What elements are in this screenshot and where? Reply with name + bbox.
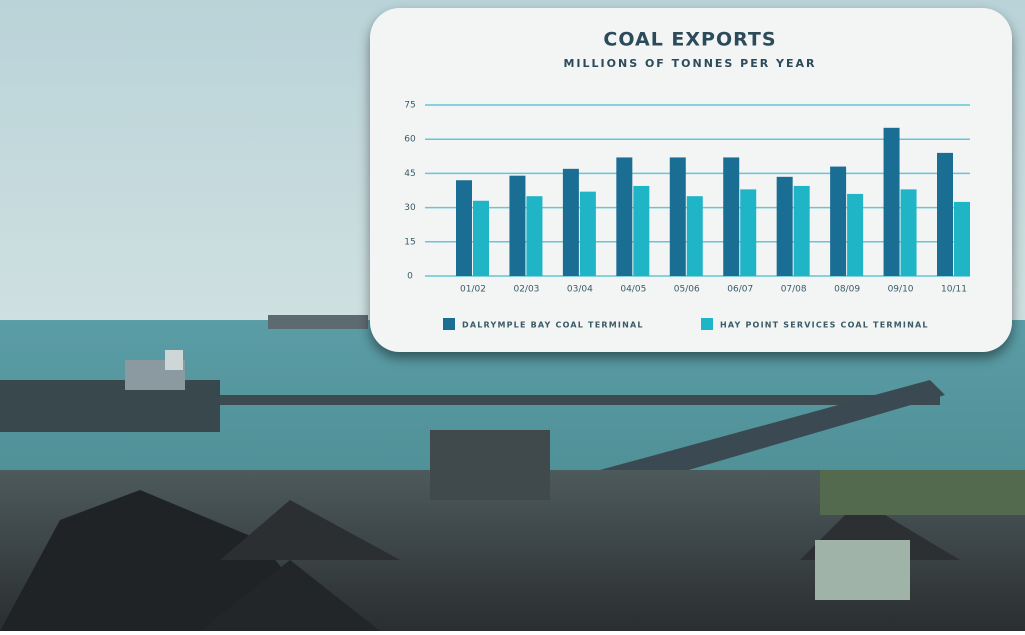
bar — [847, 193, 864, 276]
x-tick-label: 09/10 — [888, 285, 914, 295]
bar — [633, 185, 650, 276]
bar — [526, 196, 543, 276]
bar — [473, 200, 489, 276]
bar — [579, 191, 596, 276]
chart-title: COAL EXPORTS — [603, 29, 776, 51]
x-tick-label: 05/06 — [674, 285, 700, 295]
x-tick-label: 03/04 — [567, 285, 593, 295]
legend-swatch — [701, 318, 713, 330]
y-tick-label: 45 — [404, 169, 415, 179]
chart-subtitle: MILLIONS OF TONNES PER YEAR — [563, 57, 816, 70]
y-tick-label: 60 — [404, 135, 416, 145]
bar — [883, 127, 900, 276]
bar — [669, 157, 686, 276]
x-tick-label: 01/02 — [460, 285, 486, 295]
bar — [616, 157, 633, 276]
bar — [509, 175, 526, 276]
bar — [740, 189, 757, 276]
legend-swatch — [443, 318, 455, 330]
bar — [830, 166, 847, 276]
bar — [686, 196, 703, 276]
bar — [954, 201, 970, 276]
x-tick-label: 10/11 — [941, 285, 967, 295]
bar — [723, 157, 740, 276]
legend-label: DALRYMPLE BAY COAL TERMINAL — [462, 321, 644, 330]
bar — [937, 152, 953, 276]
x-tick-label: 04/05 — [620, 285, 646, 295]
bar — [793, 185, 810, 276]
x-tick-label: 07/08 — [781, 285, 807, 295]
y-tick-label: 75 — [404, 101, 415, 111]
y-tick-label: 15 — [404, 237, 415, 247]
x-tick-label: 02/03 — [513, 285, 539, 295]
y-tick-label: 0 — [407, 272, 413, 282]
x-tick-label: 08/09 — [834, 285, 860, 295]
x-tick-label: 06/07 — [727, 285, 753, 295]
y-tick-label: 30 — [404, 203, 416, 213]
bar — [456, 180, 472, 276]
legend-label: HAY POINT SERVICES COAL TERMINAL — [720, 321, 929, 330]
bar — [776, 176, 793, 276]
bar — [900, 189, 917, 276]
bar — [562, 168, 579, 276]
